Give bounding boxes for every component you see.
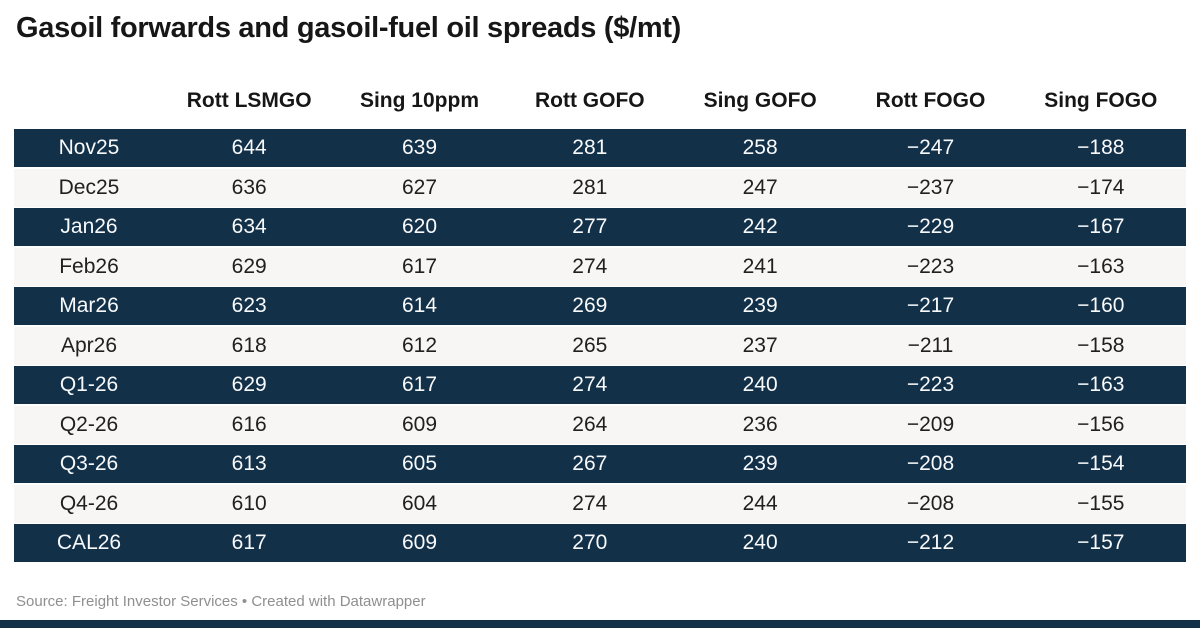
- table-row: Q4-26 610 604 274 244 −208 −155: [14, 484, 1186, 523]
- row-value: 247: [742, 175, 778, 199]
- row-value: −217: [906, 294, 955, 317]
- row-value: 629: [231, 254, 267, 278]
- row-value: 264: [572, 412, 608, 436]
- row-value: −157: [1077, 531, 1125, 554]
- table-row: Nov25 644 639 281 258 −247 −188: [14, 129, 1186, 167]
- row-period-label: Jan26: [60, 215, 118, 238]
- row-value: 639: [401, 136, 438, 159]
- row-value: 265: [572, 333, 608, 357]
- row-period-label: Nov25: [58, 136, 120, 159]
- row-value: 644: [231, 136, 267, 159]
- row-value: 604: [401, 491, 438, 515]
- row-period-label: Q1-26: [59, 373, 119, 396]
- brand-bottom-bar: [0, 620, 1200, 628]
- table-row: CAL26 617 609 270 240 −212 −157: [14, 524, 1186, 562]
- row-value: −160: [1077, 294, 1125, 317]
- row-value: 270: [572, 531, 608, 554]
- row-value: 617: [231, 531, 267, 554]
- row-value: −155: [1077, 491, 1125, 515]
- row-value: 614: [401, 294, 438, 317]
- row-value: −212: [906, 531, 955, 554]
- row-value: 629: [231, 373, 267, 396]
- row-value: 236: [742, 412, 778, 436]
- row-value: 274: [572, 373, 608, 396]
- row-period-label: Apr26: [60, 333, 118, 357]
- row-value: −208: [906, 491, 955, 515]
- row-value: 618: [231, 333, 267, 357]
- row-value: 244: [742, 491, 778, 515]
- row-value: 636: [231, 175, 267, 199]
- row-value: 605: [401, 452, 438, 475]
- row-value: 281: [572, 136, 608, 159]
- table-row: Q1-26 629 617 274 240 −223 −163: [14, 366, 1186, 404]
- row-value: 281: [572, 175, 608, 199]
- row-value: −188: [1077, 136, 1125, 159]
- row-value: −167: [1077, 215, 1125, 238]
- row-period-label: Q3-26: [59, 452, 119, 475]
- row-value: 240: [742, 373, 778, 396]
- row-value: 609: [401, 412, 438, 436]
- row-value: 616: [231, 412, 267, 436]
- row-value: 617: [401, 254, 438, 278]
- table-body: Nov25 644 639 281 258 −247 −188 Dec25 636 627 281 2…: [14, 129, 1186, 562]
- table-row: Q3-26 613 605 267 239 −208 −154: [14, 445, 1186, 483]
- table-row: Q2-26 616 609 264 236 −209 −156: [14, 405, 1186, 444]
- row-value: 242: [742, 215, 778, 238]
- source-attribution: Source: Freight Investor Services • Crea…: [16, 593, 426, 610]
- row-value: −211: [907, 333, 954, 357]
- row-period-label: Q2-26: [59, 412, 119, 436]
- row-value: −158: [1077, 333, 1125, 357]
- row-value: −174: [1077, 175, 1125, 199]
- row-period-label: CAL26: [56, 531, 122, 554]
- row-value: 610: [231, 491, 267, 515]
- column-header-sing-10ppm: Sing 10ppm: [359, 89, 479, 112]
- row-period-label: Feb26: [59, 254, 119, 278]
- row-value: 609: [401, 531, 438, 554]
- page-title: Gasoil forwards and gasoil-fuel oil spre…: [16, 12, 682, 44]
- row-value: 274: [572, 491, 608, 515]
- row-value: −163: [1077, 254, 1125, 278]
- row-value: 620: [401, 215, 438, 238]
- row-value: 612: [401, 333, 438, 357]
- row-value: −237: [906, 175, 955, 199]
- table-header-row: Rott LSMGO Sing 10ppm Rott GOFO Sing GOF…: [14, 84, 1186, 118]
- row-value: 617: [401, 373, 438, 396]
- row-value: 240: [742, 531, 778, 554]
- row-value: 634: [231, 215, 267, 238]
- table-row: Mar26 623 614 269 239 −217 −160: [14, 287, 1186, 325]
- table-row: Jan26 634 620 277 242 −229 −167: [14, 208, 1186, 246]
- row-value: −229: [906, 215, 955, 238]
- row-value: −163: [1077, 373, 1125, 396]
- row-value: 239: [742, 294, 778, 317]
- table-row: Apr26 618 612 265 237 −211 −158: [14, 326, 1186, 365]
- row-value: 239: [742, 452, 778, 475]
- column-header-sing-fogo: Sing FOGO: [1044, 89, 1158, 112]
- column-header-sing-gofo: Sing GOFO: [703, 89, 817, 112]
- row-value: −208: [906, 452, 955, 475]
- row-value: 613: [231, 452, 267, 475]
- row-value: 627: [401, 175, 438, 199]
- column-header-rott-fogo: Rott FOGO: [875, 89, 986, 112]
- column-header-rott-gofo: Rott GOFO: [534, 89, 645, 112]
- table-row: Feb26 629 617 274 241 −223 −163: [14, 247, 1186, 286]
- row-value: −209: [906, 412, 955, 436]
- row-value: 277: [572, 215, 608, 238]
- row-value: 269: [572, 294, 608, 317]
- row-period-label: Q4-26: [59, 491, 119, 515]
- row-value: −156: [1077, 412, 1125, 436]
- row-value: 237: [742, 333, 778, 357]
- row-period-label: Mar26: [59, 294, 119, 317]
- row-value: −223: [906, 373, 955, 396]
- row-value: 267: [572, 452, 608, 475]
- column-header-rott-lsmgo: Rott LSMGO: [186, 89, 312, 112]
- row-value: −223: [906, 254, 955, 278]
- row-value: 623: [231, 294, 267, 317]
- row-value: 274: [572, 254, 608, 278]
- row-value: 258: [742, 136, 778, 159]
- row-period-label: Dec25: [58, 175, 120, 199]
- table-row: Dec25 636 627 281 247 −237 −174: [14, 168, 1186, 207]
- row-value: −154: [1077, 452, 1125, 475]
- row-value: 241: [742, 254, 778, 278]
- row-value: −247: [906, 136, 955, 159]
